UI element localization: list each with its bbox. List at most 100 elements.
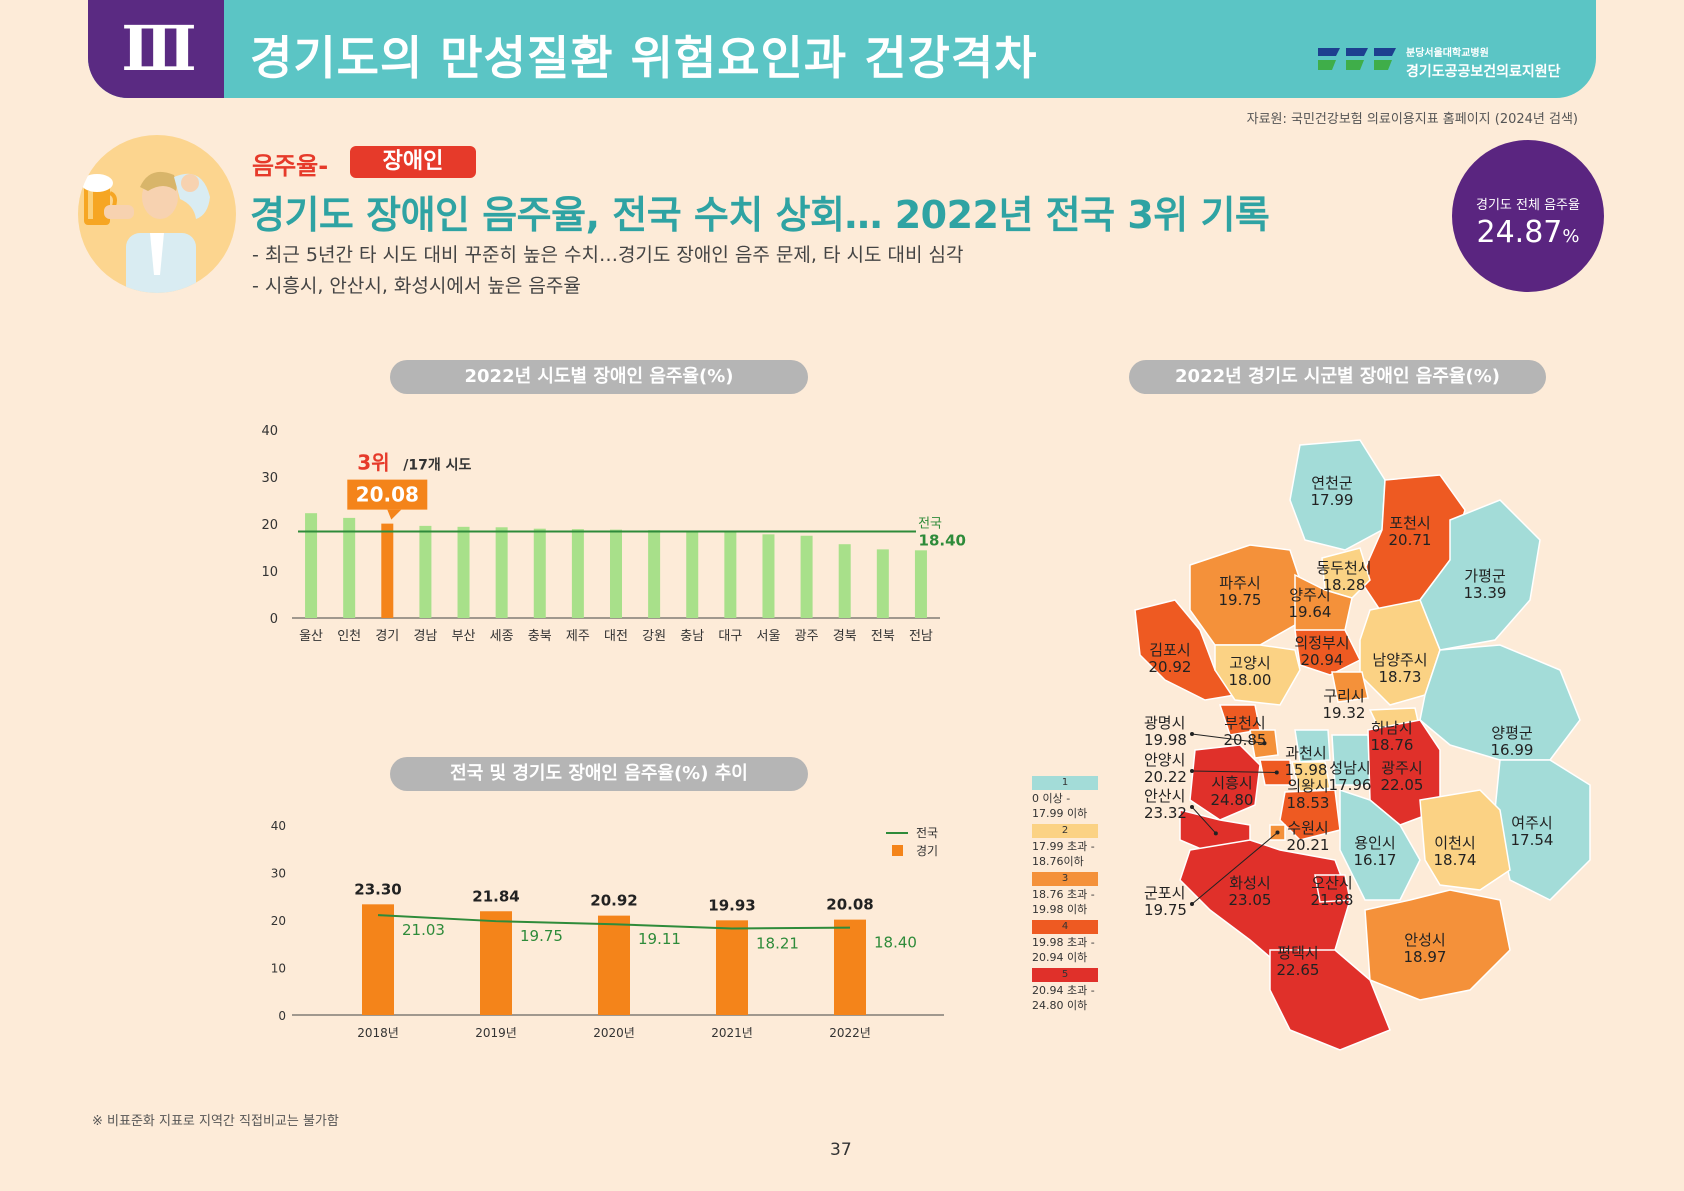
legend-class-label: 0 이상 - 17.99 이하	[1032, 792, 1088, 820]
chart2-title: 전국 및 경기도 장애인 음주율(%) 추이	[390, 757, 808, 791]
chart2-xtick: 2018년	[357, 1026, 399, 1040]
chart1-highlight-box	[347, 479, 428, 510]
map-region-value: 21.88	[1311, 891, 1354, 909]
chart1-bar	[610, 529, 622, 618]
chart2-bar	[598, 915, 630, 1015]
map-region-name: 하남시	[1371, 719, 1412, 737]
chapter-number: Ⅲ	[88, 0, 224, 98]
chart1-xtick: 충북	[528, 629, 552, 644]
map-region-value: 23.05	[1229, 891, 1272, 909]
chart1-rank-label: 3위	[357, 451, 389, 475]
chart2-bar	[480, 911, 512, 1015]
map-region-name: 가평군	[1464, 567, 1506, 585]
map-region	[1364, 889, 1511, 1001]
map-region-name: 이천시	[1434, 834, 1475, 852]
map-leader-line	[1191, 770, 1277, 773]
legend-class-box: 4	[1032, 920, 1098, 934]
chart2-line-label: 18.21	[756, 935, 799, 953]
chart2-ytick: 40	[271, 819, 286, 833]
map-region	[1321, 547, 1371, 599]
chart2-xtick: 2022년	[829, 1026, 871, 1040]
map-region-value: 18.74	[1434, 851, 1477, 869]
chart1-bar	[876, 549, 889, 618]
map-legend: 1 0 이상 - 17.99 이하 2 17.99 초과 - 18.76이하 3 18.7…	[1032, 776, 1098, 1016]
map-region-name: 남양주시	[1372, 651, 1427, 669]
chart1-xtick: 광주	[795, 629, 819, 644]
map-region	[1294, 629, 1362, 676]
chart2-ytick: 20	[271, 914, 286, 928]
map-leader-dot	[1213, 831, 1218, 836]
chart1-xtick: 서울	[757, 629, 781, 644]
chart1-highlight-label: 20.08	[356, 483, 419, 507]
map-region-name: 과천시	[1285, 744, 1326, 762]
map-region	[1314, 874, 1351, 903]
chart1-bar	[381, 523, 394, 618]
map-region	[1269, 949, 1391, 1051]
chart2-legend-bar	[892, 845, 903, 856]
map-leader-dot	[1262, 741, 1267, 746]
map-region-name: 군포시	[1144, 884, 1185, 902]
map-region	[1359, 599, 1441, 706]
chart2-legend-line-name: 전국	[916, 826, 938, 840]
map-region-value: 17.99	[1311, 491, 1354, 509]
map-region-name: 고양시	[1229, 654, 1270, 672]
section-tag: 음주율-	[252, 152, 329, 180]
headline: 경기도 장애인 음주율, 전국 수치 상회… 2022년 전국 3위 기록	[250, 193, 1270, 237]
map-region-value: 20.92	[1149, 658, 1192, 676]
badge-label: 경기도 전체 음주율	[1476, 198, 1580, 213]
map-region-value: 20.94	[1301, 651, 1344, 669]
map-region-value: 15.98	[1285, 761, 1328, 779]
map-region-name: 포천시	[1389, 514, 1430, 532]
overall-rate-badge: 경기도 전체 음주율 24.87%	[1452, 140, 1604, 292]
map-region-value: 17.54	[1511, 831, 1554, 849]
chart1-xtick: 전남	[909, 629, 933, 644]
map-region-name: 안산시	[1144, 787, 1185, 805]
map-region-value: 19.32	[1323, 704, 1366, 722]
chart2-bar-label: 20.08	[826, 896, 873, 914]
legend-class-box: 5	[1032, 968, 1098, 982]
legend-class-label: 17.99 초과 - 18.76이하	[1032, 840, 1095, 868]
badge-number: 24.87	[1476, 215, 1563, 250]
chart1-bar	[495, 527, 508, 618]
chart2-line-label: 18.40	[874, 934, 917, 952]
chart1-bar	[457, 526, 470, 618]
map-region-name: 평택시	[1277, 944, 1318, 962]
map-region-name: 양평군	[1491, 724, 1533, 742]
map-region-value: 22.05	[1381, 776, 1424, 794]
chart1-xtick: 전북	[871, 629, 895, 644]
map-region-value: 20.71	[1389, 531, 1432, 549]
chart1-xtick: 강원	[642, 629, 666, 644]
chart1-ytick: 0	[270, 612, 278, 627]
map-region-value: 20.22	[1144, 768, 1187, 786]
map-region-name: 광주시	[1381, 759, 1422, 777]
chart2-trend-chart: 0 10 20 30 40 23.30 2018년 21.84 2019년 20.92 2020년 1…	[271, 819, 944, 1040]
source-note: 자료원: 국민건강보험 의료이용지표 홈페이지 (2024년 검색)	[1246, 112, 1578, 127]
map-region-name: 부천시	[1224, 714, 1265, 732]
chart2-legend-bar-name: 경기	[916, 844, 938, 858]
map-region	[1339, 788, 1421, 901]
chart2-line	[377, 914, 851, 930]
badge-unit: %	[1562, 226, 1580, 247]
chart1-bar	[914, 550, 927, 618]
legend-class-box: 3	[1032, 872, 1098, 886]
chart2-line-label: 21.03	[402, 921, 445, 939]
page-number: 37	[830, 1140, 852, 1160]
map-leader-line	[1191, 832, 1278, 905]
chart1-xtick: 제주	[566, 629, 590, 644]
map-region	[1419, 499, 1541, 651]
map-region	[1331, 671, 1369, 703]
map-region-value: 19.98	[1144, 731, 1187, 749]
logo-text: 분당서울대학교병원 경기도공공보건의료지원단	[1406, 44, 1561, 81]
chart1-ytick: 40	[261, 424, 278, 439]
map-region-name: 김포시	[1149, 641, 1190, 659]
map-region-name: 의왕시	[1287, 777, 1328, 795]
map-region-name: 안양시	[1144, 751, 1185, 769]
map-leader-line	[1191, 733, 1265, 744]
chart1-reference-value: 18.40	[919, 532, 966, 550]
map-region-value: 24.80	[1211, 791, 1254, 809]
chart1-xtick: 부산	[452, 629, 476, 644]
summary-line-2: - 시흥시, 안산시, 화성시에서 높은 음주율	[252, 275, 581, 297]
chart1-bar	[800, 535, 813, 618]
map-region-value: 19.75	[1144, 901, 1187, 919]
chart1-bar	[419, 525, 432, 618]
